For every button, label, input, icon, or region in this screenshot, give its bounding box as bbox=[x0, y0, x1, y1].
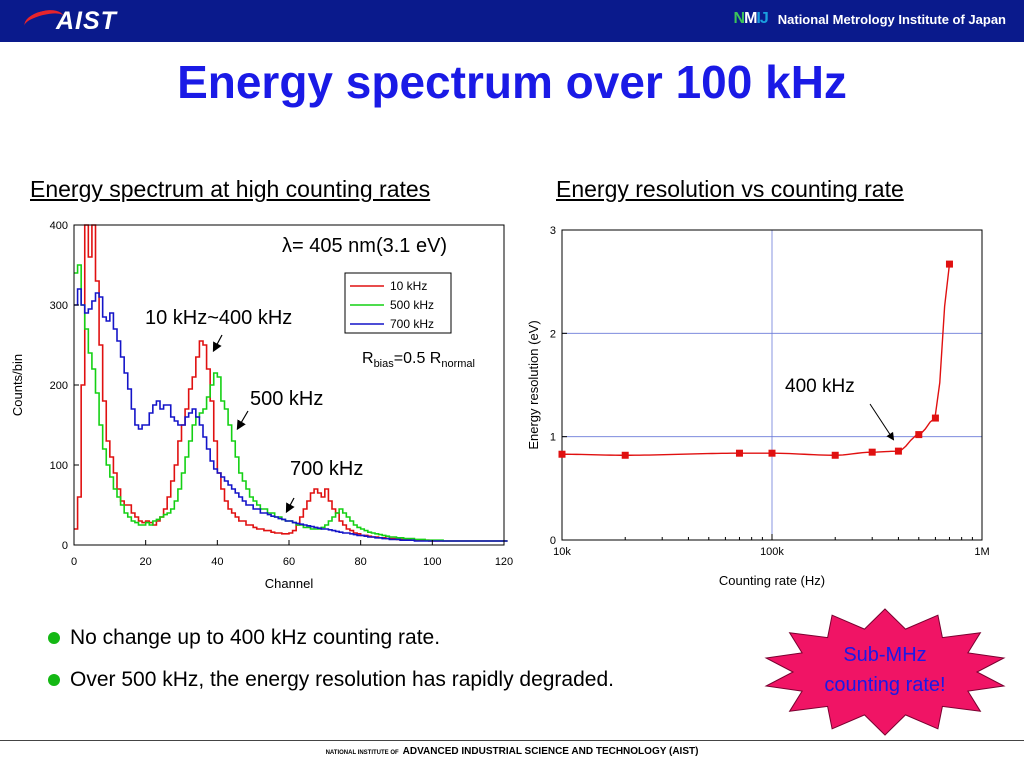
bullet-dot-icon bbox=[48, 674, 60, 686]
left-y-tick-label: 0 bbox=[62, 540, 68, 552]
bullet-text: Over 500 kHz, the energy resolution has … bbox=[70, 668, 614, 691]
data-point bbox=[831, 451, 839, 459]
data-point bbox=[868, 448, 876, 456]
legend-label-500khz: 500 kHz bbox=[390, 298, 434, 312]
right-x-tick-label: 10k bbox=[553, 546, 571, 558]
data-point bbox=[931, 414, 939, 422]
wavelength-label: λ= 405 nm(3.1 eV) bbox=[282, 235, 447, 257]
nmij-mark-icon: NMIJ bbox=[733, 10, 769, 27]
data-point bbox=[558, 450, 566, 458]
footer-divider bbox=[0, 740, 1024, 741]
bullet-item: Over 500 kHz, the energy resolution has … bbox=[48, 668, 614, 692]
callout-star: Sub-MHz counting rate! bbox=[762, 608, 1008, 736]
legend-label-700khz: 700 kHz bbox=[390, 317, 434, 331]
data-point bbox=[894, 447, 902, 455]
bullet-text: No change up to 400 kHz counting rate. bbox=[70, 626, 441, 649]
data-point bbox=[621, 451, 629, 459]
range-annotation: 10 kHz~400 kHz bbox=[145, 307, 292, 329]
left-y-axis-label: Counts/bin bbox=[10, 354, 25, 416]
legend-label-10khz: 10 kHz bbox=[390, 279, 427, 293]
series-line-500khz bbox=[74, 264, 508, 542]
data-point bbox=[735, 449, 743, 457]
left-x-tick-label: 80 bbox=[355, 556, 367, 568]
resolution-chart: 10k 100k 1M 0 1 2 3 Counting rate (Hz) Energy … bbox=[526, 225, 990, 588]
spectrum-chart: 0 20 40 60 80 100 120 0 100 200 300 400 Channel Cou… bbox=[10, 220, 513, 591]
nmij-logo: NMIJ National Metrology Institute of Jap… bbox=[734, 10, 1006, 28]
footer: NATIONAL INSTITUTE OF ADVANCED INDUSTRIAL… bbox=[0, 746, 1024, 757]
starburst-icon bbox=[764, 608, 1006, 736]
aist-logo-text: AIST bbox=[56, 6, 117, 35]
label-500khz: 500 kHz bbox=[250, 388, 323, 410]
right-y-tick-label: 3 bbox=[550, 225, 556, 237]
rbias-annotation: Rbias=0.5 Rnormal bbox=[362, 350, 475, 370]
callout-text: Sub-MHz counting rate! bbox=[824, 644, 946, 696]
left-x-tick-label: 0 bbox=[71, 556, 77, 568]
footer-small: NATIONAL INSTITUTE OF bbox=[325, 750, 399, 756]
data-point bbox=[915, 431, 923, 439]
series-line-10khz bbox=[74, 224, 508, 542]
left-y-tick-label: 400 bbox=[50, 220, 68, 232]
arrow-500khz bbox=[236, 410, 249, 431]
left-x-tick-label: 100 bbox=[423, 556, 441, 568]
left-y-tick-label: 100 bbox=[50, 460, 68, 472]
annotation-400khz: 400 kHz bbox=[785, 376, 855, 397]
header-bar: AIST NMIJ National Metrology Institute o… bbox=[0, 0, 1024, 42]
resolution-curve bbox=[561, 264, 951, 456]
right-y-tick-label: 0 bbox=[550, 535, 556, 547]
data-point bbox=[945, 260, 953, 268]
bullet-item: No change up to 400 kHz counting rate. bbox=[48, 626, 614, 650]
left-x-tick-label: 120 bbox=[495, 556, 513, 568]
left-y-tick-label: 300 bbox=[50, 300, 68, 312]
left-y-tick-label: 200 bbox=[50, 380, 68, 392]
series-line-700khz bbox=[74, 288, 508, 542]
left-x-tick-label: 60 bbox=[283, 556, 295, 568]
label-700khz: 700 kHz bbox=[290, 458, 363, 480]
slide-title: Energy spectrum over 100 kHz bbox=[177, 56, 847, 108]
bullet-dot-icon bbox=[48, 632, 60, 644]
left-subtitle: Energy spectrum at high counting rates bbox=[30, 176, 431, 202]
arrow-400khz bbox=[869, 403, 895, 441]
arrow-700khz bbox=[285, 497, 295, 514]
right-y-tick-label: 2 bbox=[550, 328, 556, 340]
bullet-list: No change up to 400 kHz counting rate. O… bbox=[48, 626, 614, 710]
aist-logo: AIST bbox=[22, 6, 117, 36]
left-x-axis-label: Channel bbox=[265, 576, 314, 591]
legend-box bbox=[344, 272, 452, 334]
right-y-tick-label: 1 bbox=[550, 432, 556, 444]
right-x-tick-label: 1M bbox=[974, 546, 989, 558]
right-x-tick-label: 100k bbox=[760, 546, 784, 558]
institute-name: National Metrology Institute of Japan bbox=[777, 11, 1006, 27]
right-x-axis-label: Counting rate (Hz) bbox=[719, 573, 825, 588]
footer-main: ADVANCED INDUSTRIAL SCIENCE AND TECHNOLO… bbox=[402, 746, 699, 757]
right-subtitle: Energy resolution vs counting rate bbox=[556, 176, 904, 202]
right-y-axis-label: Energy resolution (eV) bbox=[526, 320, 541, 449]
left-x-tick-label: 40 bbox=[211, 556, 223, 568]
left-x-tick-label: 20 bbox=[140, 556, 152, 568]
range-arrow bbox=[212, 334, 223, 353]
data-point bbox=[768, 449, 776, 457]
